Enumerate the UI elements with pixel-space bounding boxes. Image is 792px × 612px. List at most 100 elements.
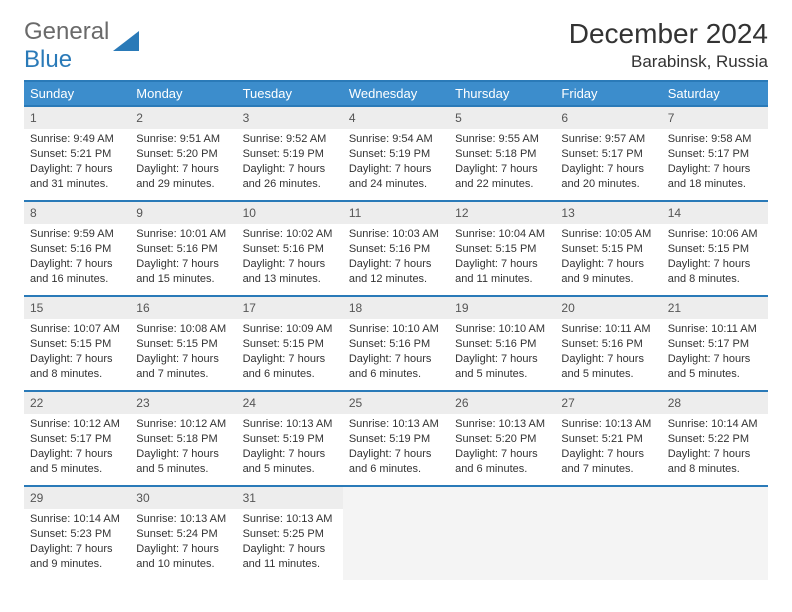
day-info-line: Sunset: 5:19 PM	[349, 147, 443, 162]
day-info-line: and 22 minutes.	[455, 177, 549, 192]
day-cell: 8Sunrise: 9:59 AMSunset: 5:16 PMDaylight…	[24, 200, 130, 295]
day-number: 15	[24, 297, 130, 319]
day-info-line: Daylight: 7 hours	[561, 447, 655, 462]
day-info-line: and 10 minutes.	[136, 557, 230, 572]
day-info-line: Sunrise: 10:13 AM	[136, 512, 230, 527]
day-info-line: and 5 minutes.	[668, 367, 762, 382]
day-info: Sunrise: 9:57 AMSunset: 5:17 PMDaylight:…	[555, 129, 661, 197]
day-info-line: Daylight: 7 hours	[349, 447, 443, 462]
day-info-line: and 18 minutes.	[668, 177, 762, 192]
day-number: 7	[662, 107, 768, 129]
day-info: Sunrise: 9:58 AMSunset: 5:17 PMDaylight:…	[662, 129, 768, 197]
day-cell: 30Sunrise: 10:13 AMSunset: 5:24 PMDaylig…	[130, 485, 236, 580]
day-number: 28	[662, 392, 768, 414]
day-number: 13	[555, 202, 661, 224]
day-info-line: Sunset: 5:21 PM	[561, 432, 655, 447]
day-info-line: Sunrise: 10:12 AM	[30, 417, 124, 432]
day-info-line: Sunrise: 9:54 AM	[349, 132, 443, 147]
day-info-line: Sunrise: 10:01 AM	[136, 227, 230, 242]
calendar-grid: SundayMondayTuesdayWednesdayThursdayFrid…	[24, 80, 768, 580]
day-info-line: Sunset: 5:23 PM	[30, 527, 124, 542]
day-info: Sunrise: 9:51 AMSunset: 5:20 PMDaylight:…	[130, 129, 236, 197]
day-info-line: Sunset: 5:18 PM	[455, 147, 549, 162]
day-info-line: Sunrise: 9:49 AM	[30, 132, 124, 147]
day-info-line: Sunrise: 9:58 AM	[668, 132, 762, 147]
day-info: Sunrise: 10:12 AMSunset: 5:18 PMDaylight…	[130, 414, 236, 482]
day-info-line: Sunrise: 10:07 AM	[30, 322, 124, 337]
day-cell: 3Sunrise: 9:52 AMSunset: 5:19 PMDaylight…	[237, 105, 343, 200]
day-info: Sunrise: 10:04 AMSunset: 5:15 PMDaylight…	[449, 224, 555, 292]
day-info: Sunrise: 10:13 AMSunset: 5:24 PMDaylight…	[130, 509, 236, 577]
day-info-line: and 12 minutes.	[349, 272, 443, 287]
day-info-line: Sunset: 5:17 PM	[561, 147, 655, 162]
title-block: December 2024 Barabinsk, Russia	[569, 18, 768, 72]
day-info-line: Sunset: 5:18 PM	[136, 432, 230, 447]
day-info-line: Sunrise: 10:13 AM	[349, 417, 443, 432]
day-number: 17	[237, 297, 343, 319]
location: Barabinsk, Russia	[569, 52, 768, 72]
day-number: 24	[237, 392, 343, 414]
day-info: Sunrise: 10:06 AMSunset: 5:15 PMDaylight…	[662, 224, 768, 292]
day-number: 18	[343, 297, 449, 319]
day-number: 31	[237, 487, 343, 509]
day-info-line: Sunset: 5:16 PM	[349, 242, 443, 257]
day-number: 2	[130, 107, 236, 129]
day-cell: 7Sunrise: 9:58 AMSunset: 5:17 PMDaylight…	[662, 105, 768, 200]
weekday-header: Friday	[555, 82, 661, 105]
day-info-line: Sunrise: 9:51 AM	[136, 132, 230, 147]
day-cell: 20Sunrise: 10:11 AMSunset: 5:16 PMDaylig…	[555, 295, 661, 390]
weekday-header: Sunday	[24, 82, 130, 105]
day-info: Sunrise: 9:54 AMSunset: 5:19 PMDaylight:…	[343, 129, 449, 197]
day-cell: 2Sunrise: 9:51 AMSunset: 5:20 PMDaylight…	[130, 105, 236, 200]
day-info-line: and 7 minutes.	[561, 462, 655, 477]
day-info: Sunrise: 9:49 AMSunset: 5:21 PMDaylight:…	[24, 129, 130, 197]
day-number: 14	[662, 202, 768, 224]
day-info: Sunrise: 10:09 AMSunset: 5:15 PMDaylight…	[237, 319, 343, 387]
day-number: 29	[24, 487, 130, 509]
day-info-line: and 5 minutes.	[30, 462, 124, 477]
day-info: Sunrise: 10:12 AMSunset: 5:17 PMDaylight…	[24, 414, 130, 482]
day-info-line: Sunrise: 10:13 AM	[243, 512, 337, 527]
day-info-line: Sunrise: 9:52 AM	[243, 132, 337, 147]
day-info-line: Daylight: 7 hours	[349, 162, 443, 177]
day-info-line: Daylight: 7 hours	[561, 257, 655, 272]
day-number: 1	[24, 107, 130, 129]
day-info-line: Sunset: 5:17 PM	[30, 432, 124, 447]
day-cell: 24Sunrise: 10:13 AMSunset: 5:19 PMDaylig…	[237, 390, 343, 485]
day-info-line: Sunset: 5:15 PM	[243, 337, 337, 352]
day-info-line: Daylight: 7 hours	[668, 257, 762, 272]
day-number: 3	[237, 107, 343, 129]
day-info: Sunrise: 10:13 AMSunset: 5:25 PMDaylight…	[237, 509, 343, 577]
day-info-line: Sunrise: 10:10 AM	[455, 322, 549, 337]
day-info-line: and 9 minutes.	[30, 557, 124, 572]
day-info-line: Sunset: 5:21 PM	[30, 147, 124, 162]
day-info-line: Sunset: 5:15 PM	[455, 242, 549, 257]
day-info-line: Daylight: 7 hours	[455, 257, 549, 272]
day-number: 22	[24, 392, 130, 414]
day-info-line: Daylight: 7 hours	[136, 257, 230, 272]
month-title: December 2024	[569, 18, 768, 50]
day-info-line: Sunrise: 10:03 AM	[349, 227, 443, 242]
day-info: Sunrise: 9:59 AMSunset: 5:16 PMDaylight:…	[24, 224, 130, 292]
day-info-line: Sunrise: 10:12 AM	[136, 417, 230, 432]
day-info-line: and 6 minutes.	[349, 462, 443, 477]
day-info-line: Sunset: 5:16 PM	[455, 337, 549, 352]
weekday-header: Tuesday	[237, 82, 343, 105]
day-info-line: Daylight: 7 hours	[243, 257, 337, 272]
day-cell: 17Sunrise: 10:09 AMSunset: 5:15 PMDaylig…	[237, 295, 343, 390]
day-info-line: and 11 minutes.	[243, 557, 337, 572]
day-info-line: Sunset: 5:25 PM	[243, 527, 337, 542]
day-info-line: Daylight: 7 hours	[30, 162, 124, 177]
day-info-line: Daylight: 7 hours	[243, 447, 337, 462]
day-info-line: Sunrise: 10:11 AM	[668, 322, 762, 337]
day-number: 27	[555, 392, 661, 414]
day-number: 20	[555, 297, 661, 319]
day-number: 4	[343, 107, 449, 129]
day-number: 23	[130, 392, 236, 414]
day-info-line: Daylight: 7 hours	[561, 352, 655, 367]
empty-cell	[449, 485, 555, 580]
day-info-line: Daylight: 7 hours	[455, 162, 549, 177]
empty-cell	[555, 485, 661, 580]
day-info-line: Sunset: 5:20 PM	[455, 432, 549, 447]
day-number: 6	[555, 107, 661, 129]
